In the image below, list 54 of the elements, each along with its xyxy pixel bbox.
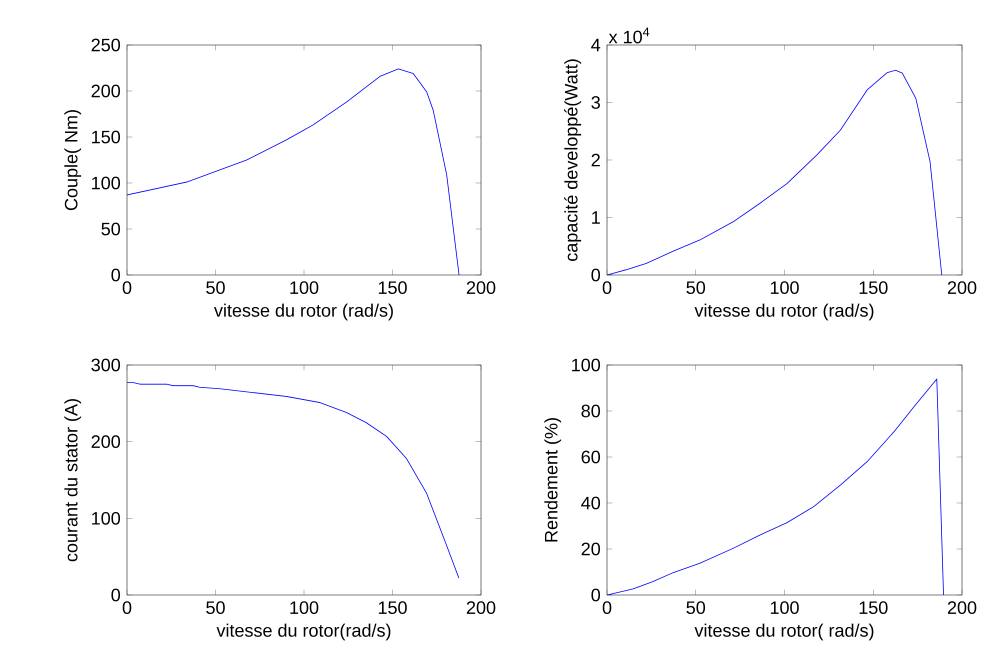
x-axis-title: vitesse du rotor(rad/s) [216, 624, 390, 640]
x-tick-label: 150 [860, 281, 888, 294]
y-axis-title: capacité developpé(Watt) [564, 59, 582, 261]
x-tick-label: 50 [686, 281, 706, 294]
x-tick-label: 50 [206, 601, 225, 614]
y-axis-title: courant du stator (A) [64, 399, 82, 562]
x-tick-label: 150 [378, 601, 407, 614]
x-axis-title: vitesse du rotor (rad/s) [214, 304, 393, 320]
y-axis-title: Rendement (%) [544, 418, 562, 542]
x-tick-label: 0 [602, 281, 612, 294]
x-tick-label: 100 [290, 281, 318, 294]
y-tick-label: 50 [101, 222, 120, 236]
x-tick-label: 200 [466, 281, 496, 294]
y-tick-label: 0 [591, 588, 600, 602]
x-tick-label: 200 [948, 601, 976, 614]
line-series [606, 378, 944, 596]
line-series [126, 68, 460, 276]
y-tick-label: 0 [111, 268, 120, 282]
x-tick-label: 100 [770, 281, 799, 294]
y-tick-label: 200 [92, 435, 120, 448]
y-tick-label: 100 [572, 358, 600, 372]
y-tick-label: 80 [581, 404, 600, 418]
x-axis-title: vitesse du rotor( rad/s) [694, 624, 874, 640]
y-axis-title: Couple( Nm) [64, 110, 82, 210]
x-tick-label: 50 [686, 601, 706, 614]
x-tick-label: 100 [290, 601, 318, 614]
x-tick-label: 200 [466, 601, 496, 614]
x-tick-label: 0 [122, 601, 132, 614]
x-tick-label: 150 [860, 601, 888, 614]
y-tick-label: 100 [92, 176, 120, 190]
y-tick-label: 0 [111, 588, 120, 602]
x-tick-label: 50 [206, 281, 225, 294]
y-tick-label: 300 [91, 358, 120, 372]
y-tick-label: 150 [92, 130, 120, 144]
y-tick-label: 200 [92, 84, 120, 98]
y-tick-label: 1 [592, 211, 600, 224]
line-series [126, 382, 460, 579]
y-tick-label: 40 [581, 496, 600, 510]
y-tick-label: 60 [582, 450, 600, 464]
y-tick-label: 2 [592, 154, 600, 166]
x-tick-label: 0 [122, 281, 132, 294]
y-tick-label: 100 [92, 512, 120, 525]
x-tick-label: 200 [948, 281, 976, 294]
x-axis-title: vitesse du rotor (rad/s) [694, 304, 874, 320]
y-tick-label: 3 [591, 96, 600, 109]
x-tick-label: 0 [602, 601, 612, 614]
y-tick-label: 250 [92, 38, 120, 52]
text: x 10$^{4}$ [608, 28, 650, 44]
x-tick-label: 100 [770, 601, 799, 614]
y-tick-label: 20 [582, 542, 600, 556]
y-tick-label: 0 [591, 268, 600, 282]
line-series [606, 70, 942, 276]
x-tick-label: 150 [378, 281, 407, 294]
y-tick-label: 4 [591, 38, 600, 52]
